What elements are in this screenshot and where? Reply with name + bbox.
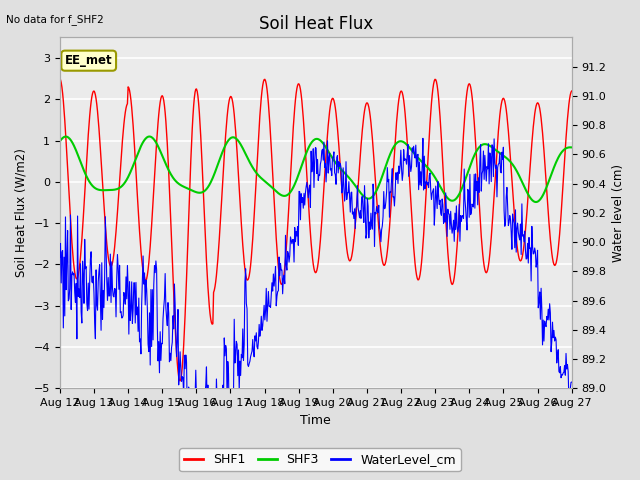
Y-axis label: Water level (cm): Water level (cm) [612, 164, 625, 262]
Text: EE_met: EE_met [65, 54, 113, 67]
Y-axis label: Soil Heat Flux (W/m2): Soil Heat Flux (W/m2) [15, 148, 28, 277]
Text: No data for f_SHF2: No data for f_SHF2 [6, 14, 104, 25]
Legend: SHF1, SHF3, WaterLevel_cm: SHF1, SHF3, WaterLevel_cm [179, 448, 461, 471]
Title: Soil Heat Flux: Soil Heat Flux [259, 15, 373, 33]
X-axis label: Time: Time [300, 414, 331, 427]
